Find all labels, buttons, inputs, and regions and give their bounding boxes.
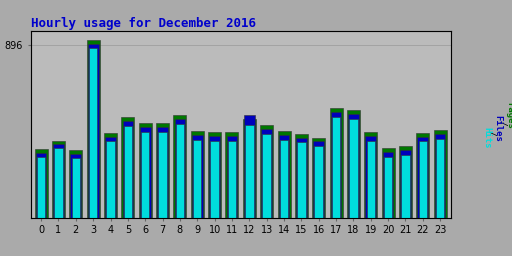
Bar [243,119,256,218]
Bar [104,133,117,218]
Bar [399,146,412,218]
Bar [88,44,98,218]
Bar [209,136,220,218]
Bar [349,119,358,218]
Bar [435,134,445,218]
Bar [313,142,324,218]
Bar [176,124,184,218]
Bar [436,138,444,218]
Text: Files: Files [493,115,502,141]
Bar [192,135,203,218]
Bar [331,112,342,218]
Bar [89,48,97,218]
Bar [332,118,340,218]
Bar [244,115,254,218]
Bar [225,132,239,218]
Bar [122,121,133,218]
Bar [228,141,236,218]
Bar [158,132,167,218]
Bar [141,132,150,218]
Bar [280,140,288,218]
Bar [279,135,289,218]
Bar [348,114,359,218]
Bar [121,118,134,218]
Bar [35,149,48,218]
Bar [330,108,343,218]
Bar [227,136,237,218]
Bar [416,133,429,218]
Bar [123,126,132,218]
Bar [210,141,219,218]
Bar [208,132,221,218]
Bar [364,132,377,218]
Bar [54,148,62,218]
Bar [157,127,168,218]
Bar [278,131,290,218]
Bar [139,123,152,218]
Bar [401,155,410,218]
Text: Hourly usage for December 2016: Hourly usage for December 2016 [31,17,255,29]
Bar [381,148,395,218]
Text: Pages: Pages [505,102,512,129]
Bar [400,150,411,218]
Bar [36,153,47,218]
Bar [106,142,115,218]
Bar [174,115,186,218]
Bar [261,129,272,218]
Bar [296,138,307,218]
Bar [297,142,306,218]
Bar [260,125,273,218]
Bar [72,158,80,218]
Bar [417,137,428,218]
Text: Hits: Hits [482,127,491,149]
Bar [52,141,65,218]
Bar [193,140,202,218]
Bar [37,157,46,218]
Bar [383,152,393,218]
Bar [53,144,64,218]
Bar [191,131,204,218]
Bar [87,40,100,218]
Bar [175,119,185,218]
Bar [384,157,392,218]
Bar [366,136,376,218]
Bar [312,138,325,218]
Bar [71,154,81,218]
Bar [419,142,427,218]
Bar [434,130,446,218]
Bar [263,134,271,218]
Bar [367,141,375,218]
Bar [314,146,323,218]
Bar [140,127,151,218]
Y-axis label: Pages / Files / Hits: Pages / Files / Hits [0,255,1,256]
Bar [69,150,82,218]
Bar [245,125,253,218]
Bar [156,123,169,218]
Bar [105,137,116,218]
Bar [295,134,308,218]
Text: /: / [499,115,508,131]
Bar [347,110,360,218]
Text: /: / [487,125,497,141]
